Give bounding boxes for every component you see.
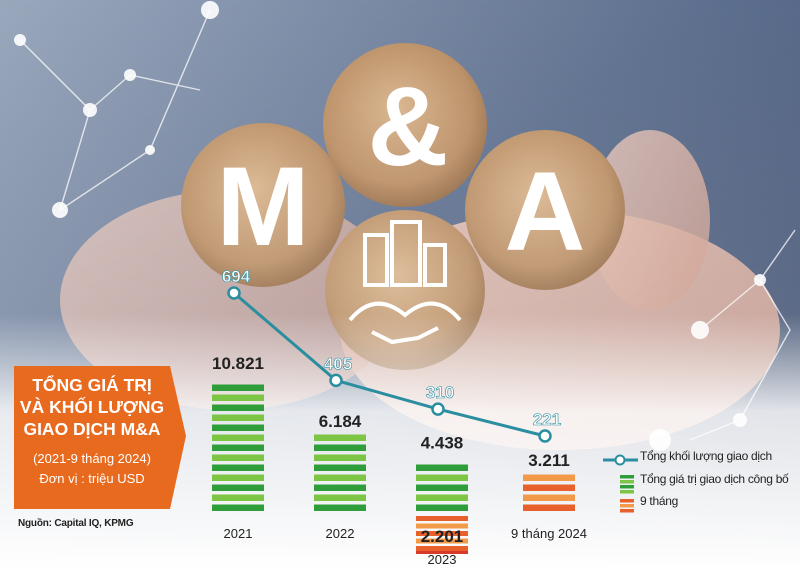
bar-segment [212,404,264,411]
bar-segment [314,484,366,491]
legend-bar-label: Tổng giá trị giao dịch công bố [640,472,789,486]
bar-segment [212,494,264,501]
bar-segment [314,434,366,441]
bar-segment [212,424,264,431]
title-box: TỔNG GIÁ TRỊ VÀ KHỐI LƯỢNG GIAO DỊCH M&A… [14,366,186,509]
bar-segment [416,551,468,554]
legend-segment [620,504,634,508]
bar-segment [416,523,468,529]
bar-segment [416,538,468,544]
bar-value-label: 2.201 [421,527,464,546]
title-line-2: VÀ KHỐI LƯỢNG [19,397,165,417]
bar-segment [523,494,575,501]
bar-segment [314,464,366,471]
legend-segment [620,499,634,503]
category-label: 2022 [326,526,355,541]
legend-nine-month-swatch [620,499,634,513]
volume-point [227,286,241,300]
bar-segment [314,474,366,481]
bar-segment [523,474,575,481]
legend-segment [620,485,634,489]
bar-segment [314,504,366,511]
bar-segment [212,504,264,511]
volume-point [329,373,343,388]
bar-value-label: 3.211 [528,451,570,470]
volume-point [431,402,445,416]
legend-line-label: Tổng khối lượng giao dịch [640,449,772,463]
bar-segment [212,384,264,391]
bar-total-2023 [416,464,468,511]
volume-line [233,291,546,438]
bar-nine-month-3 [523,474,575,511]
bar-segment [212,444,264,451]
bar-segment [416,546,468,551]
volume-point [538,429,552,443]
bar-segment [212,394,264,401]
bar-segment [314,444,366,451]
volume-value-label: 310 [426,383,454,402]
volume-value-label: 221 [533,410,561,429]
legend-item-bars: Tổng giá trị giao dịch công bố [600,471,800,491]
bar-value-label: 4.438 [421,434,464,453]
legend-item-nine-month: 9 tháng [600,493,800,513]
bar-total-2021 [212,384,264,511]
bar-total-2022 [314,434,366,511]
category-label: 2023 [428,552,457,567]
bar-segment [523,504,575,511]
legend: Tổng khối lượng giao dịch Tổng giá trị g… [600,448,800,513]
bar-segment [314,494,366,501]
legend-segment [620,475,634,479]
title-line-1: TỔNG GIÁ TRỊ [32,375,152,395]
bar-segment [416,531,468,536]
bar-segment [416,474,468,481]
title-line-3: GIAO DỊCH M&A [23,419,161,439]
title-unit: Đơn vị : triệu USD [39,471,145,486]
bar-segment [416,516,468,521]
legend-bar-swatch [620,475,634,494]
bar-segment [416,464,468,471]
source-note: Nguồn: Capital IQ, KPMG [18,518,134,529]
bar-segment [212,474,264,481]
bar-segment [212,454,264,461]
bar-nine-month-2023 [416,516,468,554]
bar-segment [523,484,575,491]
category-label: 9 tháng 2024 [511,526,587,541]
bar-value-label: 10.821 [212,354,264,373]
bar-segment [314,454,366,461]
chart-title: TỔNG GIÁ TRỊ VÀ KHỐI LƯỢNG GIAO DỊCH M&A [14,374,170,440]
bar-segment [212,464,264,471]
bar-segment [416,484,468,491]
bar-value-label: 6.184 [319,412,362,431]
legend-nine-month-label: 9 tháng [640,494,678,508]
bar-segment [416,494,468,501]
bar-segment [212,414,264,421]
legend-line-marker [614,454,626,466]
bar-segment [416,504,468,511]
legend-segment [620,480,634,484]
volume-value-label: 694 [222,267,251,286]
legend-segment [620,509,634,513]
legend-item-line: Tổng khối lượng giao dịch [600,448,800,468]
bar-segment [212,434,264,441]
title-box-shape [14,366,186,509]
bar-segment [212,484,264,491]
category-label: 2021 [224,526,253,541]
title-period: (2021-9 tháng 2024) [33,451,151,466]
legend-segment [620,490,634,494]
volume-value-label: 405 [324,354,352,373]
